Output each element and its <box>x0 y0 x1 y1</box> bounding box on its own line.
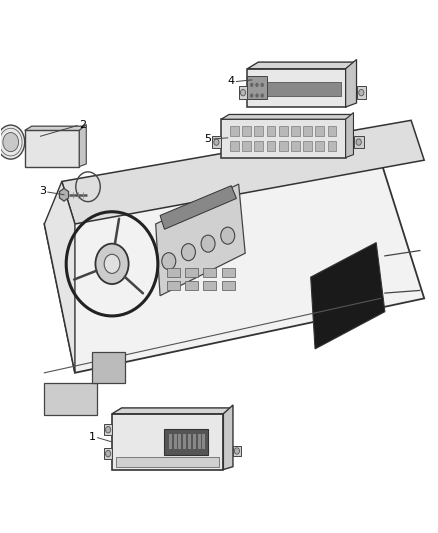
Bar <box>166 268 180 277</box>
Circle shape <box>261 83 264 87</box>
Circle shape <box>221 227 235 244</box>
Circle shape <box>359 90 364 96</box>
Text: 2: 2 <box>79 119 86 130</box>
Circle shape <box>95 244 129 284</box>
Bar <box>239 86 247 99</box>
Bar <box>212 136 221 148</box>
Bar <box>267 126 276 136</box>
Bar <box>117 457 219 467</box>
Bar <box>254 141 263 151</box>
Circle shape <box>201 235 215 252</box>
Bar <box>222 281 235 290</box>
Bar <box>188 434 191 449</box>
Polygon shape <box>160 185 237 229</box>
Circle shape <box>356 139 361 146</box>
Polygon shape <box>346 112 353 158</box>
Text: 5: 5 <box>205 134 212 144</box>
Bar <box>221 119 346 158</box>
Polygon shape <box>223 405 233 470</box>
Bar <box>252 82 341 95</box>
Bar <box>203 281 216 290</box>
Text: 4: 4 <box>227 77 234 86</box>
Bar <box>173 434 177 449</box>
Bar <box>198 434 201 449</box>
Bar <box>279 141 288 151</box>
Polygon shape <box>112 408 233 414</box>
Bar <box>291 126 300 136</box>
Circle shape <box>162 253 176 270</box>
Bar <box>357 86 366 99</box>
Bar <box>230 141 239 151</box>
Circle shape <box>181 244 195 261</box>
Bar <box>185 268 198 277</box>
Bar <box>303 126 312 136</box>
Polygon shape <box>79 124 86 166</box>
Bar <box>328 141 336 151</box>
Bar <box>112 414 223 470</box>
Polygon shape <box>25 126 86 131</box>
Bar <box>303 141 312 151</box>
Bar <box>291 141 300 151</box>
Circle shape <box>255 83 259 87</box>
Bar <box>267 141 276 151</box>
Bar <box>247 76 267 99</box>
Bar <box>247 69 346 107</box>
Bar <box>169 434 172 449</box>
Polygon shape <box>44 181 75 373</box>
Polygon shape <box>155 184 245 296</box>
Circle shape <box>250 93 254 98</box>
Bar <box>315 141 324 151</box>
Bar <box>164 429 208 455</box>
Polygon shape <box>44 160 424 373</box>
Polygon shape <box>221 115 353 119</box>
Circle shape <box>214 139 219 146</box>
Bar <box>202 434 205 449</box>
Polygon shape <box>346 60 357 107</box>
Bar <box>233 446 241 456</box>
Bar <box>328 126 336 136</box>
Bar <box>279 126 288 136</box>
Bar <box>203 268 216 277</box>
Bar <box>242 126 251 136</box>
Polygon shape <box>60 188 68 201</box>
Circle shape <box>261 93 264 98</box>
Bar <box>183 434 186 449</box>
Bar <box>254 126 263 136</box>
Circle shape <box>106 426 111 433</box>
Bar <box>230 126 239 136</box>
Circle shape <box>255 93 259 98</box>
Circle shape <box>104 254 120 273</box>
Text: 1: 1 <box>89 432 96 442</box>
Bar <box>315 126 324 136</box>
Circle shape <box>240 90 246 96</box>
Circle shape <box>234 448 240 454</box>
Text: 3: 3 <box>39 186 46 196</box>
Bar <box>222 268 235 277</box>
Circle shape <box>0 125 25 159</box>
Polygon shape <box>44 383 97 415</box>
Polygon shape <box>311 243 385 349</box>
Polygon shape <box>62 120 424 224</box>
Bar <box>178 434 181 449</box>
Bar <box>104 424 112 435</box>
Bar <box>193 434 196 449</box>
Bar <box>185 281 198 290</box>
Circle shape <box>106 450 111 457</box>
Bar <box>166 281 180 290</box>
Bar <box>104 448 112 459</box>
Bar <box>25 131 79 166</box>
Polygon shape <box>247 62 357 69</box>
Bar <box>242 141 251 151</box>
Circle shape <box>250 83 254 87</box>
Circle shape <box>3 133 18 152</box>
Bar <box>354 136 364 148</box>
Bar <box>92 352 125 383</box>
